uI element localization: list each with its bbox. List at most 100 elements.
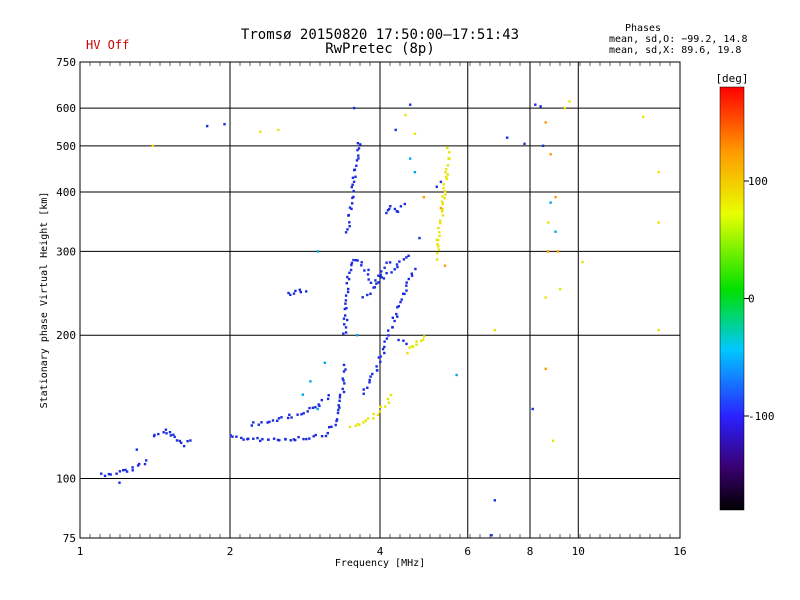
data-point xyxy=(403,292,406,296)
data-point xyxy=(268,420,271,424)
data-point xyxy=(118,481,121,484)
data-point xyxy=(330,425,333,428)
data-point xyxy=(387,334,390,337)
data-point xyxy=(118,470,122,473)
data-point xyxy=(348,221,351,224)
data-point xyxy=(153,433,156,437)
data-point xyxy=(442,183,445,186)
data-point xyxy=(229,434,232,437)
grid xyxy=(80,62,680,538)
data-point xyxy=(551,439,555,442)
data-point xyxy=(410,272,413,275)
data-point xyxy=(354,259,358,262)
phases-x-line: mean, sd,X: 89.6, 19.8 xyxy=(609,45,741,56)
data-point xyxy=(455,373,458,377)
data-point xyxy=(323,361,326,364)
data-point xyxy=(206,124,209,128)
data-point xyxy=(351,176,355,179)
data-point xyxy=(138,462,141,466)
data-point xyxy=(490,534,493,537)
x-tick-label: 16 xyxy=(673,545,686,558)
data-point xyxy=(175,439,179,442)
data-point xyxy=(289,439,292,442)
data-point xyxy=(335,418,339,421)
data-point xyxy=(374,279,377,282)
data-point xyxy=(382,277,386,280)
data-point xyxy=(372,286,375,289)
x-tick-label: 2 xyxy=(227,545,234,558)
data-point xyxy=(316,250,319,253)
data-point xyxy=(348,225,351,228)
data-point xyxy=(252,421,255,424)
data-point xyxy=(400,298,403,301)
x-tick-label: 1 xyxy=(77,545,84,558)
data-point xyxy=(168,431,172,434)
data-point xyxy=(164,428,168,431)
data-point xyxy=(186,440,189,443)
data-point xyxy=(349,268,353,272)
data-point xyxy=(438,219,442,222)
data-point xyxy=(334,423,337,427)
data-point xyxy=(423,335,426,338)
data-point xyxy=(405,284,408,287)
data-point xyxy=(439,206,443,210)
data-point xyxy=(393,207,397,211)
data-point xyxy=(405,256,408,259)
data-point xyxy=(657,171,660,174)
data-point xyxy=(388,261,392,264)
data-point xyxy=(342,390,346,394)
data-point xyxy=(380,270,383,273)
data-point xyxy=(657,328,660,332)
data-point xyxy=(396,315,399,318)
phases-o-line: mean, sd,O: −99.2, 14.8 xyxy=(609,34,747,45)
data-point xyxy=(377,356,380,359)
data-point xyxy=(345,282,348,285)
data-point xyxy=(343,307,346,311)
data-point xyxy=(252,437,255,440)
data-point xyxy=(335,419,338,423)
data-point xyxy=(357,157,360,160)
colorbar-tick-label: 0 xyxy=(748,293,755,306)
data-point xyxy=(189,439,192,442)
hv-status: HV Off xyxy=(86,38,129,52)
data-point xyxy=(296,413,299,416)
data-point xyxy=(342,332,345,335)
data-point xyxy=(391,326,394,329)
data-point xyxy=(178,439,181,443)
data-point xyxy=(267,438,270,441)
data-point xyxy=(397,338,400,342)
data-point xyxy=(399,300,402,304)
data-point xyxy=(444,168,448,171)
data-point xyxy=(379,355,382,358)
data-point xyxy=(409,157,412,160)
data-point xyxy=(445,177,448,181)
data-point xyxy=(377,281,380,284)
data-point xyxy=(131,469,134,472)
data-point xyxy=(436,243,439,246)
data-point xyxy=(407,277,410,281)
data-point xyxy=(320,435,324,438)
data-point xyxy=(338,396,342,399)
data-point xyxy=(320,398,323,402)
data-point xyxy=(366,293,369,297)
data-point xyxy=(420,339,423,343)
data-point xyxy=(259,439,262,443)
data-point xyxy=(556,250,560,253)
data-point xyxy=(347,287,350,291)
data-point xyxy=(357,147,361,150)
data-point xyxy=(385,272,388,275)
data-point xyxy=(294,289,297,293)
data-point xyxy=(312,435,315,438)
data-point xyxy=(379,405,382,408)
data-point xyxy=(369,281,373,284)
data-point xyxy=(124,468,127,472)
data-point xyxy=(523,142,526,145)
data-point xyxy=(379,360,382,364)
data-point xyxy=(316,407,319,411)
data-point xyxy=(344,299,348,302)
data-point xyxy=(383,340,386,343)
data-point xyxy=(300,413,303,416)
data-point xyxy=(384,405,387,408)
data-point xyxy=(100,472,103,475)
data-point xyxy=(375,365,378,368)
